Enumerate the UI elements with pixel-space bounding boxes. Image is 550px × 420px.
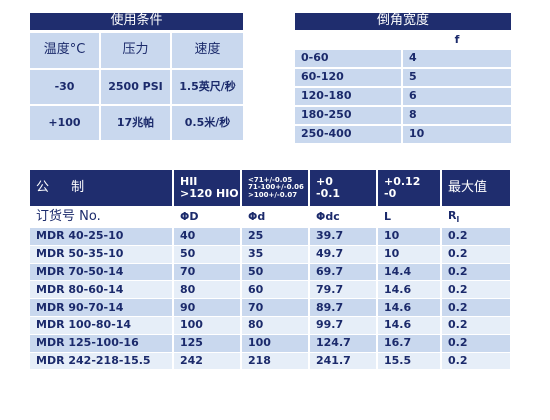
column-subheader: Φdc — [310, 208, 376, 226]
table-cell: MDR 80-60-14 — [30, 281, 172, 299]
table-cell: 69.7 — [310, 263, 376, 281]
cell-line: >120 HIO — [180, 187, 239, 200]
table-cell: 60 — [242, 281, 308, 299]
column-header: HII >120 HIO — [174, 170, 240, 206]
cell-line: +0.12 — [384, 174, 421, 188]
table-cell: 2500 PSI — [101, 70, 170, 104]
cell-line: >100+/-0.07 — [248, 190, 298, 199]
table-cell: 6 — [403, 88, 511, 105]
table-cell: 8 — [403, 107, 511, 124]
table-cell: 25 — [242, 228, 308, 245]
table-cell: MDR 40-25-10 — [30, 228, 172, 245]
table-title: 使用条件 — [30, 13, 243, 30]
table-cell: 49.7 — [310, 245, 376, 263]
column-subheader: Rl — [442, 208, 510, 226]
table-cell: 241.7 — [310, 352, 376, 370]
table-cell: 0.2 — [442, 263, 510, 281]
table-cell: 40 — [174, 228, 240, 245]
table-cell: 17兆帕 — [101, 106, 170, 140]
table-cell: 0.2 — [442, 317, 510, 334]
column-header: <71+/-0.05 71-100+/-0.06 >100+/-0.07 — [242, 170, 308, 206]
table-cell: -30 — [30, 70, 99, 104]
table-cell: 70 — [174, 263, 240, 281]
table-cell: 14.6 — [378, 299, 440, 316]
cell-text: Rl — [448, 208, 460, 225]
table-cell: 218 — [242, 352, 308, 370]
table-cell: 10 — [403, 126, 511, 143]
column-header: 温度°C — [30, 33, 99, 68]
column-header: f — [403, 33, 511, 48]
table-cell: 90 — [174, 299, 240, 316]
column-header: +0.12 -0 — [378, 170, 440, 206]
table-cell: 0.2 — [442, 281, 510, 299]
table-cell: 180-250 — [295, 107, 401, 124]
table-cell: 99.7 — [310, 317, 376, 334]
table-cell: 125 — [174, 334, 240, 352]
table-cell: 242 — [174, 352, 240, 370]
column-subheader: L — [378, 208, 440, 226]
table-cell: 1.5英尺/秒 — [172, 70, 243, 104]
column-header: +0 -0.1 — [310, 170, 376, 206]
table-cell: 16.7 — [378, 334, 440, 352]
column-subheader: Φd — [242, 208, 308, 226]
table-cell: +100 — [30, 106, 99, 140]
table-cell: 4 — [403, 50, 511, 67]
table-cell: 100 — [174, 317, 240, 334]
table-cell: MDR 50-35-10 — [30, 245, 172, 263]
column-subheader: ΦD — [174, 208, 240, 226]
table-cell: 0.5米/秒 — [172, 106, 243, 140]
table-cell: 0-60 — [295, 50, 401, 67]
table-cell: 60-120 — [295, 69, 401, 86]
cell-line: <71+/-0.05 — [248, 175, 293, 184]
table-cell: MDR 70-50-14 — [30, 263, 172, 281]
table-title: 倒角宽度 — [295, 13, 511, 30]
table-cell: 10 — [378, 228, 440, 245]
table-cell: MDR 90-70-14 — [30, 299, 172, 316]
table-cell: 0.2 — [442, 334, 510, 352]
cell-line: HII — [180, 174, 198, 188]
table-cell: 80 — [242, 317, 308, 334]
table-cell: 50 — [242, 263, 308, 281]
column-header: 公 制 — [30, 170, 172, 206]
column-subheader: 订货号 No. — [30, 208, 172, 226]
table-cell: 0.2 — [442, 245, 510, 263]
table-cell: 70 — [242, 299, 308, 316]
table-cell: 14.6 — [378, 317, 440, 334]
table-cell: 39.7 — [310, 228, 376, 245]
table-cell: 14.4 — [378, 263, 440, 281]
cell-line: 71-100+/-0.06 — [248, 183, 304, 192]
cell-line: -0.1 — [316, 187, 341, 200]
table-cell: 100 — [242, 334, 308, 352]
table-cell: 5 — [403, 69, 511, 86]
column-header: 速度 — [172, 33, 243, 68]
table-cell: MDR 242-218-15.5 — [30, 352, 172, 370]
table-cell: 89.7 — [310, 299, 376, 316]
table-cell: 0.2 — [442, 228, 510, 245]
table-cell: 15.5 — [378, 352, 440, 370]
table-cell: 50 — [174, 245, 240, 263]
table-cell: MDR 100-80-14 — [30, 317, 172, 334]
table-cell: 35 — [242, 245, 308, 263]
table-cell: MDR 125-100-16 — [30, 334, 172, 352]
cell-main: R — [448, 208, 457, 222]
table-cell: 250-400 — [295, 126, 401, 143]
cell-line: +0 — [316, 174, 333, 188]
table-cell: 14.6 — [378, 281, 440, 299]
table-cell: 79.7 — [310, 281, 376, 299]
table-cell: 80 — [174, 281, 240, 299]
cell-sub: l — [456, 214, 460, 224]
table-cell: 10 — [378, 245, 440, 263]
table-cell: 124.7 — [310, 334, 376, 352]
table-cell: 0.2 — [442, 352, 510, 370]
column-header: 最大值 — [442, 170, 510, 206]
table-cell: 120-180 — [295, 88, 401, 105]
cell-line: -0 — [384, 187, 397, 200]
column-header: 压力 — [101, 33, 170, 68]
table-cell: 0.2 — [442, 299, 510, 316]
